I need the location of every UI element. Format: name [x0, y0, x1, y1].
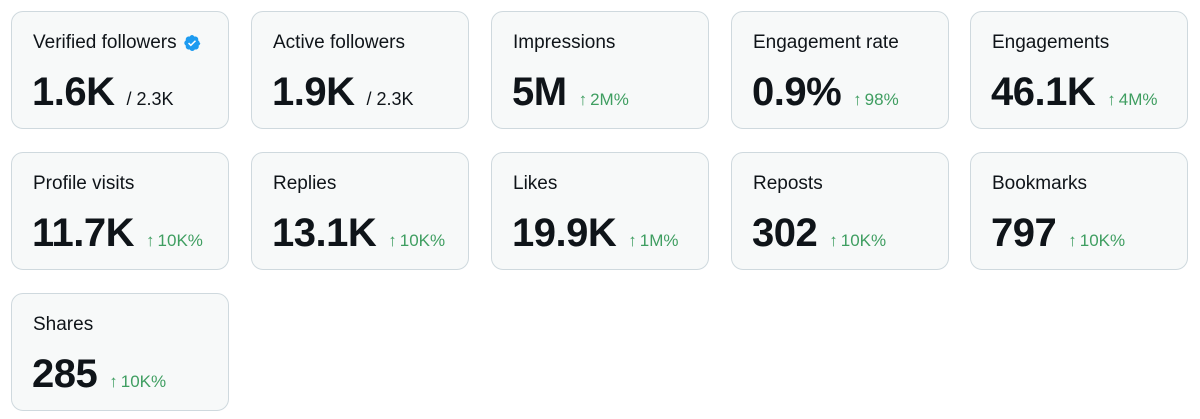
metric-change: ↑ 1M%	[628, 231, 678, 251]
metric-label: Replies	[273, 173, 337, 194]
metric-total: / 2.3K	[126, 89, 174, 109]
metric-change: ↑ 10K%	[388, 231, 445, 251]
metric-change: ↑ 98%	[853, 90, 899, 110]
arrow-up-icon: ↑	[1107, 90, 1116, 109]
metric-card-shares[interactable]: Shares 285 ↑ 10K%	[11, 293, 229, 411]
metric-card-profile-visits[interactable]: Profile visits 11.7K ↑ 10K%	[11, 152, 229, 270]
metric-change: ↑ 4M%	[1107, 90, 1157, 110]
arrow-up-icon: ↑	[829, 231, 838, 250]
metric-card-engagements[interactable]: Engagements 46.1K ↑ 4M%	[970, 11, 1188, 129]
metric-value-row: 285 ↑ 10K%	[32, 352, 166, 397]
metric-change: ↑ 10K%	[829, 231, 886, 251]
metric-total: / 2.3K	[366, 89, 414, 109]
metric-value: 13.1K	[272, 211, 377, 255]
metric-label: Profile visits	[33, 173, 135, 194]
metric-value: 46.1K	[991, 70, 1096, 114]
metric-card-engagement-rate[interactable]: Engagement rate 0.9% ↑ 98%	[731, 11, 949, 129]
metric-card-bookmarks[interactable]: Bookmarks 797 ↑ 10K%	[970, 152, 1188, 270]
metric-label: Verified followers	[33, 32, 201, 54]
metric-value: 1.6K	[32, 70, 115, 114]
metric-value: 0.9%	[752, 70, 842, 114]
metric-label: Engagement rate	[753, 32, 899, 53]
metric-change: ↑ 2M%	[579, 90, 629, 110]
metric-change-text: 10K%	[399, 231, 446, 250]
arrow-up-icon: ↑	[628, 231, 637, 250]
metric-change-text: 4M%	[1118, 90, 1158, 109]
metric-card-impressions[interactable]: Impressions 5M ↑ 2M%	[491, 11, 709, 129]
metric-change: ↑ 10K%	[146, 231, 203, 251]
metric-label: Likes	[513, 173, 558, 194]
metric-change-text: 10K%	[120, 372, 167, 391]
metric-value-row: 1.6K / 2.3K	[32, 70, 174, 115]
arrow-up-icon: ↑	[578, 90, 588, 109]
arrow-up-icon: ↑	[853, 90, 862, 109]
metric-value-row: 46.1K ↑ 4M%	[991, 70, 1157, 115]
metric-value: 1.9K	[272, 70, 355, 114]
metric-label: Engagements	[992, 32, 1110, 53]
metric-value-row: 0.9% ↑ 98%	[752, 70, 899, 115]
metric-change: ↑ 10K%	[1068, 231, 1125, 251]
metric-change-text: 1M%	[639, 231, 679, 250]
verified-badge-icon	[183, 34, 200, 52]
metric-value: 11.7K	[32, 211, 135, 255]
metric-label: Active followers	[273, 32, 405, 53]
arrow-up-icon: ↑	[146, 231, 155, 250]
metric-card-likes[interactable]: Likes 19.9K ↑ 1M%	[491, 152, 709, 270]
metric-card-reposts[interactable]: Reposts 302 ↑ 10K%	[731, 152, 949, 270]
arrow-up-icon: ↑	[388, 231, 397, 250]
metric-change-text: 2M%	[590, 90, 629, 109]
metric-value-row: 19.9K ↑ 1M%	[512, 211, 678, 256]
metric-value-row: 1.9K / 2.3K	[272, 70, 414, 115]
metric-label-text: Verified followers	[33, 32, 177, 53]
metric-change-text: 10K%	[157, 231, 203, 250]
metric-value-row: 797 ↑ 10K%	[991, 211, 1125, 256]
metric-card-verified-followers[interactable]: Verified followers 1.6K / 2.3K	[11, 11, 229, 129]
metric-value: 5M	[512, 70, 567, 114]
metric-value-row: 5M ↑ 2M%	[512, 70, 629, 115]
metric-change-text: 98%	[864, 90, 899, 109]
metric-change-text: 10K%	[840, 231, 887, 250]
arrow-up-icon: ↑	[1068, 231, 1077, 250]
metric-label: Bookmarks	[992, 173, 1088, 194]
metric-value: 285	[32, 352, 98, 396]
metric-change-text: 10K%	[1079, 231, 1126, 250]
metric-value-row: 302 ↑ 10K%	[752, 211, 886, 256]
metric-value: 797	[991, 211, 1057, 255]
metric-label: Shares	[33, 314, 94, 335]
metric-change: ↑ 10K%	[109, 372, 166, 392]
metric-value: 302	[752, 211, 818, 255]
metric-card-replies[interactable]: Replies 13.1K ↑ 10K%	[251, 152, 469, 270]
metric-value-row: 13.1K ↑ 10K%	[272, 211, 445, 256]
metric-label: Reposts	[753, 173, 823, 194]
metric-value-row: 11.7K ↑ 10K%	[32, 211, 203, 256]
metric-label: Impressions	[513, 32, 616, 53]
metric-value: 19.9K	[512, 211, 617, 255]
metric-card-active-followers[interactable]: Active followers 1.9K / 2.3K	[251, 11, 469, 129]
arrow-up-icon: ↑	[109, 372, 118, 391]
